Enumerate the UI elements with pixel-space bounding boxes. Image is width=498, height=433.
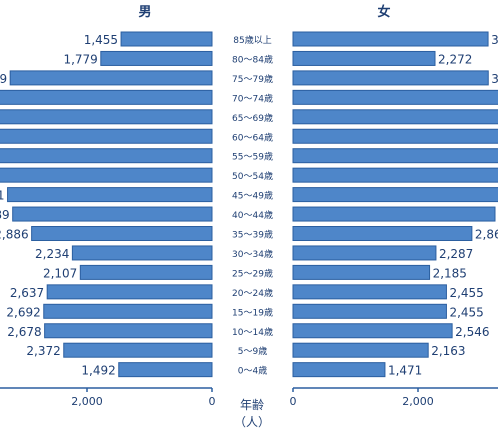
male-bar <box>46 284 213 300</box>
male-bar <box>31 226 213 241</box>
male-value-label: 2,637 <box>10 286 44 300</box>
male-value-label: 2,234 <box>35 247 69 261</box>
female-bar <box>292 167 498 183</box>
female-bar <box>292 264 431 280</box>
age-category-label: 45～49歳 <box>232 190 273 202</box>
age-category-label: 35～39歳 <box>232 229 273 241</box>
male-value-label: 2,372 <box>26 344 60 358</box>
male-bar <box>44 323 213 339</box>
male-bar <box>63 342 213 358</box>
age-category-label: 0～4歳 <box>238 365 267 377</box>
age-category-label: 10～14歳 <box>232 326 273 338</box>
female-bar <box>292 323 453 339</box>
female-bar <box>292 148 498 164</box>
female-value-label: 3,121 <box>491 33 498 47</box>
age-category-label: 25～29歳 <box>232 267 273 279</box>
male-bar <box>7 187 213 203</box>
female-value-label: 2,546 <box>455 325 489 339</box>
female-bar <box>292 70 489 86</box>
male-bar <box>12 206 213 222</box>
age-category-label: 5～9歳 <box>238 345 267 357</box>
male-header: 男 <box>138 5 151 20</box>
age-labels: 85歳以上 80～84歳 75～79歳 70～74歳 65～69歳 60～64歳 55～59… <box>232 34 273 377</box>
female-bar <box>292 89 498 105</box>
age-category-label: 40～44歳 <box>232 209 273 221</box>
male-value-label: 3,189 <box>0 208 10 222</box>
female-bar <box>292 31 489 47</box>
female-bar <box>292 303 447 319</box>
male-bars: 1,4551,7793,2294,1534,1444,0533,6323,554… <box>0 31 213 378</box>
male-value-label: 1,455 <box>84 33 118 47</box>
female-value-label: 2,862 <box>475 228 498 242</box>
female-bars: 3,1212,2723,1244,0914,4154,7184,1943,894… <box>292 31 498 378</box>
axis-title-age: 年齢 <box>240 397 264 412</box>
male-bar <box>0 167 213 183</box>
male-bar <box>0 89 213 105</box>
male-bar <box>118 362 213 378</box>
male-bar <box>0 128 213 144</box>
age-category-label: 15～19歳 <box>232 306 273 318</box>
male-value-label: 2,107 <box>43 266 77 280</box>
male-bar <box>71 245 213 261</box>
male-bar <box>79 264 213 280</box>
female-value-label: 3,124 <box>491 72 498 86</box>
male-bar <box>100 50 213 66</box>
male-bar <box>9 70 213 86</box>
female-value-label: 2,455 <box>449 305 483 319</box>
female-bar <box>292 362 386 378</box>
female-bar <box>292 284 447 300</box>
age-category-label: 30～34歳 <box>232 248 273 260</box>
age-category-label: 80～84歳 <box>232 53 273 65</box>
female-value-label: 2,185 <box>433 266 467 280</box>
female-value-label: 2,455 <box>449 286 483 300</box>
age-category-label: 20～24歳 <box>232 287 273 299</box>
female-bar <box>292 109 498 125</box>
female-bar <box>292 128 498 144</box>
female-bar <box>292 226 473 241</box>
male-value-label: 2,886 <box>0 228 29 242</box>
female-value-label: 2,287 <box>439 247 473 261</box>
male-bar <box>0 148 213 164</box>
age-category-label: 85歳以上 <box>233 34 271 46</box>
age-category-label: 55～59歳 <box>232 151 273 163</box>
female-bar <box>292 342 429 358</box>
male-value-label: 1,779 <box>63 52 97 66</box>
age-category-label: 60～64歳 <box>232 131 273 143</box>
male-value-label: 1,492 <box>81 364 115 378</box>
male-value-label: 3,271 <box>0 189 5 203</box>
male-bar <box>120 31 213 47</box>
female-bar <box>292 50 436 66</box>
male-bar <box>43 303 213 319</box>
female-bar <box>292 206 496 222</box>
female-tick-label: 0 <box>290 395 297 408</box>
age-category-label: 50～54歳 <box>232 170 273 182</box>
male-value-label: 2,692 <box>6 305 40 319</box>
age-category-label: 75～79歳 <box>232 73 273 85</box>
female-value-label: 2,163 <box>431 344 465 358</box>
female-bar <box>292 187 498 203</box>
female-header: 女 <box>377 4 390 20</box>
male-value-label: 2,678 <box>7 325 41 339</box>
male-value-label: 3,229 <box>0 72 7 86</box>
female-value-label: 2,272 <box>438 52 472 66</box>
male-tick-label: 0 <box>209 395 216 408</box>
age-category-label: 70～74歳 <box>232 92 273 104</box>
age-category-label: 65～69歳 <box>232 112 273 124</box>
male-tick-label: 2,000 <box>71 395 103 408</box>
female-tick-label: 2,000 <box>402 395 434 408</box>
unit-label: （人） <box>234 415 270 429</box>
female-bar <box>292 245 437 261</box>
male-bar <box>0 109 213 125</box>
female-value-label: 1,471 <box>388 364 422 378</box>
